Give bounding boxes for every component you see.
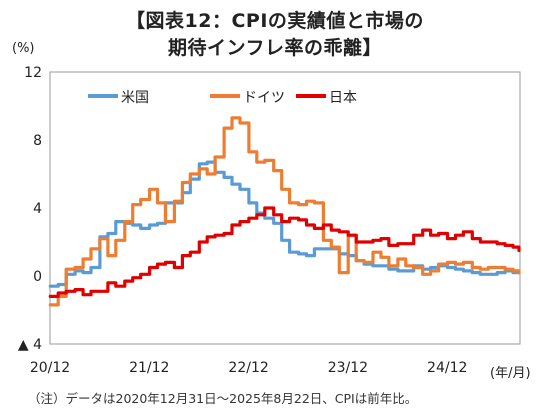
- legend-label: ドイツ: [243, 90, 285, 106]
- y-axis-ticks: 12 8 4 0 ▲ 4: [18, 65, 42, 353]
- x-tick-label: 21/12: [129, 360, 169, 376]
- x-tick-label: 20/12: [30, 360, 70, 376]
- y-tick-label: 0: [33, 269, 42, 285]
- legend: 米国 ドイツ 日本: [88, 90, 357, 106]
- x-tick-label: 24/12: [427, 360, 467, 376]
- legend-label: 日本: [329, 90, 357, 106]
- series-lines: [48, 116, 521, 307]
- y-axis-unit: (%): [12, 41, 35, 56]
- x-tick-label: 23/12: [328, 360, 368, 376]
- y-tick-label: ▲ 4: [18, 337, 42, 353]
- plot-area-frame: [49, 71, 521, 345]
- legend-label: 米国: [121, 90, 149, 106]
- y-tick-label: 8: [33, 133, 42, 149]
- x-axis-ticks: 20/12 21/12 22/12 23/12 24/12: [30, 360, 468, 376]
- chart-title-line2: 期待インフレ率の乖離】: [168, 37, 382, 59]
- y-tick-label: 12: [24, 65, 42, 81]
- x-tick-label: 22/12: [228, 360, 268, 376]
- x-axis-unit: (年/月): [490, 366, 531, 381]
- series-line: [48, 206, 521, 298]
- series-line: [48, 160, 521, 288]
- series-line: [48, 116, 521, 307]
- chart-title-line1: 【図表12：CPIの実績値と市場の: [126, 10, 424, 32]
- y-tick-label: 4: [33, 201, 42, 217]
- footnote: （注）データは2020年12月31日～2025年8月22日、CPIは前年比。: [28, 391, 418, 406]
